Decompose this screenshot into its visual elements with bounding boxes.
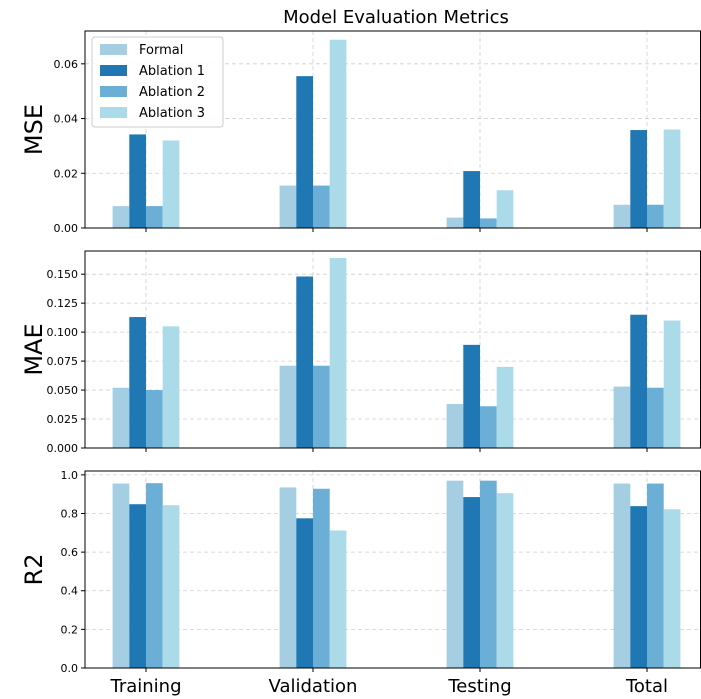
y-tick-label: 0.06 <box>54 58 79 71</box>
y-axis-label: MAE <box>20 323 48 375</box>
bar-ablation-3-training <box>162 505 180 668</box>
y-tick-label: 0.025 <box>47 413 79 426</box>
y-tick-label: 0.2 <box>61 623 79 636</box>
x-tick-label: Validation <box>269 676 358 697</box>
bar-ablation-1-testing <box>463 171 480 228</box>
y-tick-label: 0.000 <box>47 442 79 455</box>
x-tick-label: Training <box>109 676 181 697</box>
bar-ablation-2-total <box>647 483 664 668</box>
bar-formal-training <box>112 483 130 668</box>
x-tick-label: Total <box>625 676 668 697</box>
y-tick-label: 0.00 <box>54 222 79 235</box>
bar-ablation-2-testing <box>480 218 497 228</box>
bar-formal-training <box>112 206 130 228</box>
y-tick-label: 0.0 <box>61 662 79 675</box>
bar-formal-validation <box>279 365 297 448</box>
legend-swatch <box>100 86 127 97</box>
bar-ablation-1-training <box>129 504 146 668</box>
bar-ablation-2-total <box>647 387 664 448</box>
bar-ablation-3-training <box>162 326 180 448</box>
legend-swatch <box>100 65 127 76</box>
legend-label: Ablation 1 <box>139 64 205 79</box>
bar-ablation-1-total <box>630 130 647 228</box>
bar-ablation-2-validation <box>313 185 330 228</box>
y-tick-label: 1.0 <box>61 469 79 482</box>
bar-formal-validation <box>279 487 297 668</box>
bar-ablation-1-total <box>630 506 647 668</box>
bar-ablation-3-testing <box>496 366 514 448</box>
y-tick-label: 0.02 <box>54 167 79 180</box>
y-tick-label: 0.6 <box>61 546 79 559</box>
bar-ablation-3-total <box>663 320 681 448</box>
bar-formal-total <box>613 204 631 228</box>
bar-ablation-2-validation <box>313 365 330 448</box>
legend-label: Ablation 2 <box>139 85 205 100</box>
bar-ablation-1-testing <box>463 344 480 448</box>
y-tick-label: 0.4 <box>61 585 79 598</box>
bar-ablation-2-training <box>146 206 163 228</box>
y-tick-label: 0.04 <box>54 113 79 126</box>
bar-ablation-1-total <box>630 314 647 448</box>
bar-ablation-2-testing <box>480 406 497 448</box>
y-tick-label: 0.8 <box>61 507 79 520</box>
bar-ablation-3-training <box>162 140 180 228</box>
y-tick-label: 0.150 <box>47 268 79 281</box>
y-tick-label: 0.050 <box>47 384 79 397</box>
legend-swatch <box>100 107 127 118</box>
legend-label: Formal <box>139 43 183 58</box>
bar-formal-total <box>613 386 631 448</box>
y-tick-label: 0.125 <box>47 297 79 310</box>
panel-r2: 0.0 0.2 0.4 0.6 0.8 1.0 R2 <box>20 469 701 675</box>
bar-ablation-3-total <box>663 509 681 668</box>
bar-ablation-3-validation <box>329 39 347 228</box>
bar-ablation-1-training <box>129 317 146 448</box>
bar-ablation-2-training <box>146 390 163 448</box>
bar-ablation-1-validation <box>296 276 313 448</box>
y-tick-label: 0.100 <box>47 326 79 339</box>
x-tick-label: Testing <box>447 676 511 697</box>
legend-swatch <box>100 44 127 55</box>
panel-mse: 0.00 0.02 0.04 0.06 MSE <box>20 30 701 235</box>
bar-ablation-3-testing <box>496 190 514 228</box>
bar-formal-training <box>112 387 130 448</box>
bar-ablation-2-validation <box>313 488 330 668</box>
panel-mae: 0.000 0.025 0.050 0.075 0.100 0.125 0.150 MAE <box>20 250 701 455</box>
y-axis-label: R2 <box>20 554 48 586</box>
bar-ablation-1-validation <box>296 518 313 668</box>
bar-ablation-1-testing <box>463 497 480 668</box>
bar-ablation-3-validation <box>329 530 347 668</box>
bar-formal-validation <box>279 185 297 228</box>
chart-title: Model Evaluation Metrics <box>283 7 509 28</box>
bar-formal-total <box>613 483 631 668</box>
plot-layer: 0.000.020.040.06MSE0.0000.0250.0500.0750… <box>20 30 701 697</box>
bar-ablation-2-testing <box>480 480 497 668</box>
bar-ablation-1-training <box>129 134 146 228</box>
bar-ablation-3-testing <box>496 493 514 668</box>
bar-ablation-3-total <box>663 129 681 228</box>
bar-ablation-2-total <box>647 204 664 228</box>
legend-box <box>91 36 224 128</box>
bar-formal-testing <box>446 217 464 228</box>
y-tick-label: 0.075 <box>47 355 79 368</box>
bar-ablation-3-validation <box>329 257 347 448</box>
bar-ablation-1-validation <box>296 76 313 228</box>
bar-formal-testing <box>446 403 464 448</box>
y-axis-label: MSE <box>20 104 48 155</box>
bar-formal-testing <box>446 480 464 668</box>
legend-label: Ablation 3 <box>139 106 205 121</box>
legend: Formal Ablation 1 Ablation 2 Ablation 3 <box>91 36 224 128</box>
bar-ablation-2-training <box>146 483 163 668</box>
